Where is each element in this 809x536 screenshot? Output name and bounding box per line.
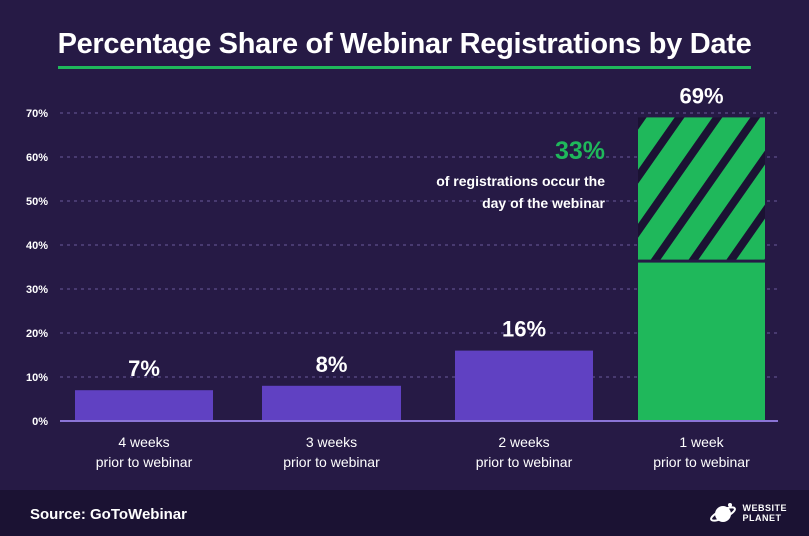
y-tick-label: 20% [26,328,48,340]
x-tick-label: prior to webinar [283,454,380,470]
logo-line-1: WEBSITE [742,503,787,513]
data-label: 16% [502,317,546,342]
bar-chart: 0% 10% 20% 30% 40% 50% 60% 70% 7% 4 weeks prior to… [26,83,778,470]
data-label: 7% [128,356,160,381]
y-tick-label: 70% [26,108,48,120]
y-tick-label: 10% [26,372,48,384]
x-tick-label: prior to webinar [96,454,193,470]
x-tick-label: 4 weeks [118,434,169,450]
footer: Source: GoToWebinar WEBSITE PLANET [0,490,809,536]
x-tick-label: prior to webinar [476,454,573,470]
y-tick-label: 60% [26,152,48,164]
source-text: Source: GoToWebinar [30,506,187,523]
website-planet-logo: WEBSITE PLANET [709,498,787,528]
planet-icon [710,503,737,522]
y-tick-label: 40% [26,240,48,252]
bar [638,262,765,421]
data-label: 8% [316,352,348,377]
bar-highlight-segment [638,117,765,260]
x-tick-label: 1 week [679,434,724,450]
y-tick-label: 0% [32,416,48,428]
logo-line-2: PLANET [742,513,782,523]
annotation-line-1: of registrations occur the [436,173,605,189]
bar [455,350,593,421]
chart-title: Percentage Share of Webinar Registration… [57,28,752,69]
y-tick-label: 30% [26,284,48,296]
x-tick-label: 3 weeks [306,434,357,450]
title-container: Percentage Share of Webinar Registration… [0,28,809,69]
data-label: 69% [679,83,723,108]
x-tick-label: 2 weeks [498,434,549,450]
bar [262,385,401,421]
annotation-value: 33% [555,137,605,165]
y-tick-label: 50% [26,196,48,208]
bar [75,390,213,421]
annotation-line-2: day of the webinar [482,195,605,211]
logo-text: WEBSITE PLANET [742,503,787,523]
x-tick-label: prior to webinar [653,454,750,470]
